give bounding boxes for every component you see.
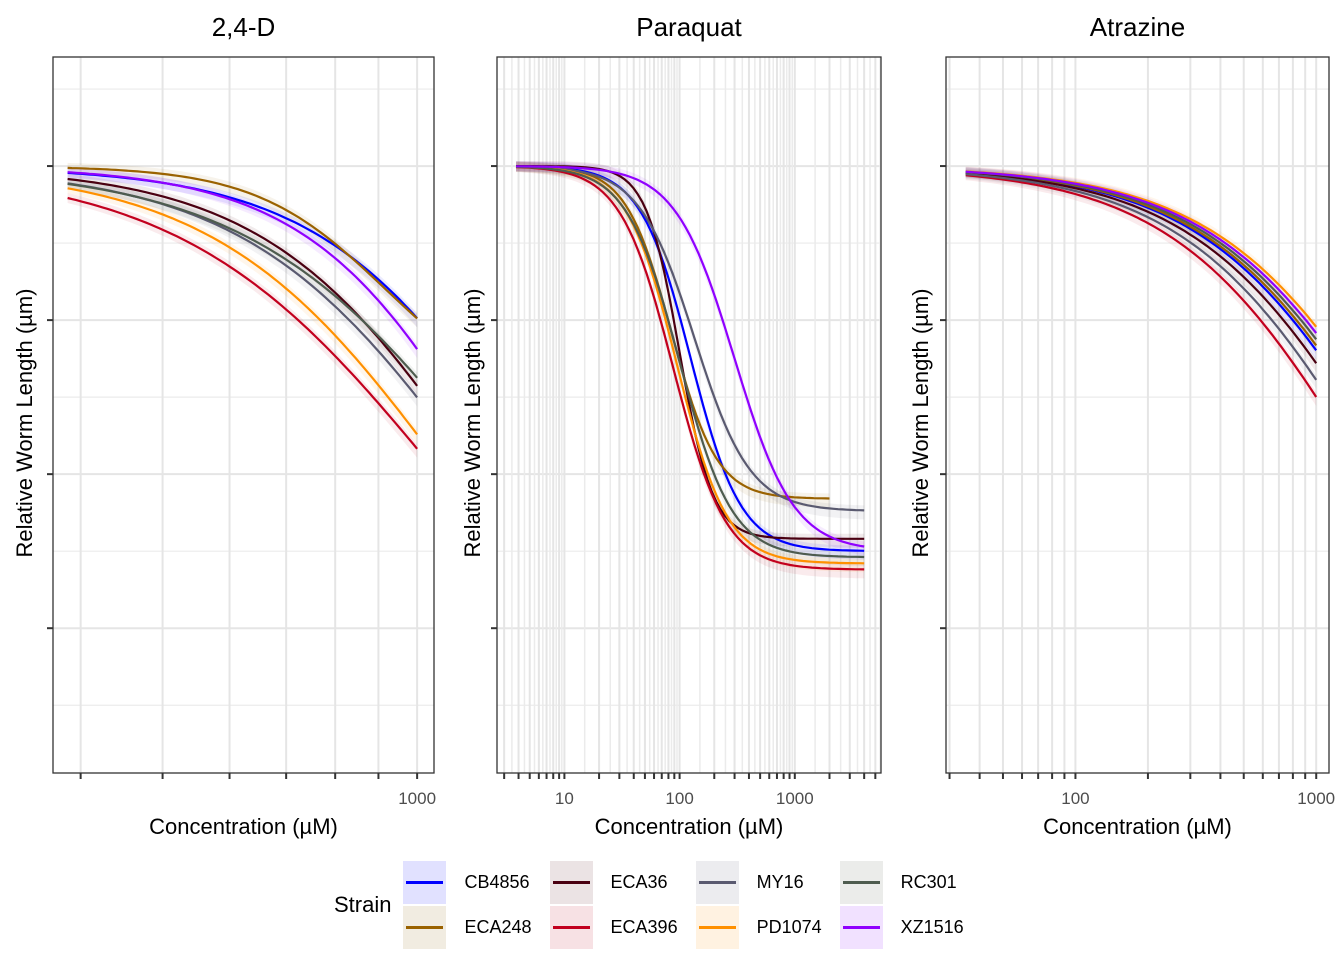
legend-line-swatch <box>552 881 590 884</box>
curve-eca248 <box>67 166 418 320</box>
legend-label: MY16 <box>756 872 804 892</box>
y-axis-label: Relative Worm Length (µm) <box>908 288 933 557</box>
legend-title: Strain <box>334 892 392 917</box>
curve-my16 <box>515 165 865 512</box>
curve-eca396 <box>67 196 418 450</box>
legend-key-cb4856 <box>403 861 447 904</box>
curve-eca36 <box>965 172 1318 364</box>
ribbon-cb4856 <box>516 161 865 560</box>
legend-line-swatch <box>842 926 880 929</box>
legend-line-swatch <box>406 926 444 929</box>
legend-item-eca248: ECA248 <box>403 905 532 950</box>
panel-title: Paraquat <box>636 12 742 42</box>
legend-label: ECA36 <box>610 872 668 892</box>
legend-label: ECA248 <box>464 917 532 937</box>
legend-key-rc301 <box>839 861 883 904</box>
legend: Strain CB4856 ECA248 ECA36 ECA396 MY16 PD1074… <box>334 860 982 950</box>
x-tick-label: 1000 <box>1297 789 1335 808</box>
legend-key-my16 <box>695 861 739 904</box>
legend-label: ECA396 <box>610 917 678 937</box>
legend-line-swatch <box>698 881 736 884</box>
panel-border <box>945 56 1330 774</box>
legend-line-swatch <box>698 926 736 929</box>
ribbon-eca248 <box>67 162 418 328</box>
legend-item-eca36: ECA36 <box>549 860 678 905</box>
curve-rc301 <box>515 165 865 559</box>
legend-key-eca248 <box>403 906 447 949</box>
legend-label: XZ1516 <box>900 917 964 937</box>
panel-paraquat: 10 100 1000 Paraquat Concentration (µM) Relat… <box>460 12 882 839</box>
legend-key-eca36 <box>549 861 593 904</box>
x-axis-label: Concentration (µM) <box>1043 814 1232 839</box>
curve-xz1516 <box>516 165 865 548</box>
panel-atrazine: 100 1000 Atrazine Concentration (µM) Relativ… <box>908 12 1335 839</box>
legend-item-my16: MY16 <box>695 860 822 905</box>
panel-title: Atrazine <box>1090 12 1185 42</box>
ribbon-xz1516 <box>67 167 418 359</box>
x-tick-label: 100 <box>665 789 693 808</box>
legend-label: PD1074 <box>756 917 822 937</box>
legend-item-rc301: RC301 <box>839 860 964 905</box>
legend-item-xz1516: XZ1516 <box>839 905 964 950</box>
x-axis-label: Concentration (µM) <box>595 814 784 839</box>
legend-item-cb4856: CB4856 <box>403 860 531 905</box>
curve-xz1516 <box>965 170 1318 334</box>
panel-border <box>52 56 435 774</box>
ribbon-cb4856 <box>67 167 418 328</box>
x-axis-label: Concentration (µM) <box>149 814 338 839</box>
y-axis-label: Relative Worm Length (µm) <box>460 288 485 557</box>
panel-border <box>496 56 882 774</box>
legend-line-swatch <box>842 881 880 884</box>
ribbon-eca396 <box>965 170 1317 406</box>
legend-label: CB4856 <box>464 872 530 892</box>
curve-eca396 <box>965 174 1318 398</box>
x-tick-label: 1000 <box>398 789 436 808</box>
legend-line-swatch <box>552 926 590 929</box>
legend-key-eca396 <box>549 906 593 949</box>
ribbon-xz1516 <box>516 161 865 556</box>
panel-title: 2,4-D <box>212 12 276 42</box>
y-axis-label: Relative Worm Length (µm) <box>12 288 37 557</box>
legend-line-swatch <box>406 881 444 884</box>
x-tick-label: 100 <box>1061 789 1089 808</box>
panel-2-4-d: 1000 2,4-D Concentration (µM) Relative Worm… <box>12 12 436 839</box>
x-tick-label: 1000 <box>776 789 814 808</box>
legend-item-pd1074: PD1074 <box>695 905 822 950</box>
curve-eca396 <box>515 166 865 571</box>
x-tick-label: 10 <box>555 789 574 808</box>
curve-pd1074 <box>67 187 418 436</box>
curve-xz1516 <box>67 171 418 350</box>
legend-key-xz1516 <box>839 906 883 949</box>
panel-background <box>53 57 434 773</box>
legend-item-eca396: ECA396 <box>549 905 678 950</box>
legend-key-pd1074 <box>695 906 739 949</box>
curve-rc301 <box>67 182 418 379</box>
curve-my16 <box>965 173 1318 381</box>
legend-label: RC301 <box>900 872 957 892</box>
legend-items: CB4856 ECA248 ECA36 ECA396 MY16 PD1074 RC301 XZ… <box>403 860 981 950</box>
